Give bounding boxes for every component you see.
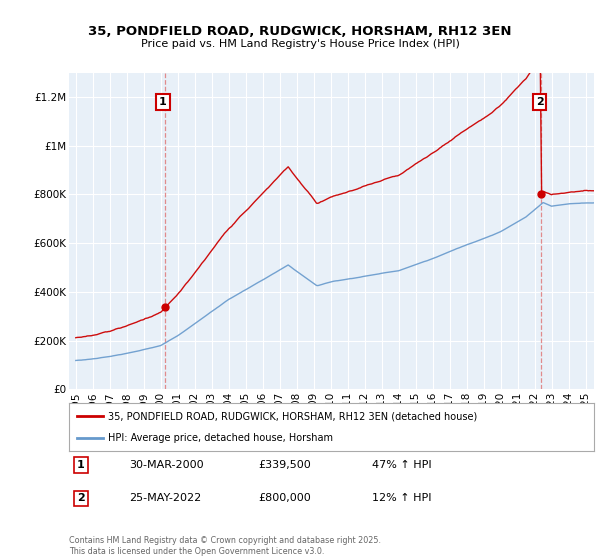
Text: HPI: Average price, detached house, Horsham: HPI: Average price, detached house, Hors… xyxy=(109,433,334,443)
Text: 1: 1 xyxy=(159,97,167,107)
Text: 35, PONDFIELD ROAD, RUDGWICK, HORSHAM, RH12 3EN: 35, PONDFIELD ROAD, RUDGWICK, HORSHAM, R… xyxy=(88,25,512,38)
Text: 12% ↑ HPI: 12% ↑ HPI xyxy=(372,493,431,503)
Text: 2: 2 xyxy=(536,97,544,107)
Text: £800,000: £800,000 xyxy=(258,493,311,503)
Text: 47% ↑ HPI: 47% ↑ HPI xyxy=(372,460,431,470)
Text: 25-MAY-2022: 25-MAY-2022 xyxy=(129,493,201,503)
Text: 1: 1 xyxy=(77,460,85,470)
Text: 2: 2 xyxy=(77,493,85,503)
Text: 35, PONDFIELD ROAD, RUDGWICK, HORSHAM, RH12 3EN (detached house): 35, PONDFIELD ROAD, RUDGWICK, HORSHAM, R… xyxy=(109,411,478,421)
Text: Price paid vs. HM Land Registry's House Price Index (HPI): Price paid vs. HM Land Registry's House … xyxy=(140,39,460,49)
Text: 30-MAR-2000: 30-MAR-2000 xyxy=(129,460,203,470)
Text: £339,500: £339,500 xyxy=(258,460,311,470)
Text: Contains HM Land Registry data © Crown copyright and database right 2025.
This d: Contains HM Land Registry data © Crown c… xyxy=(69,536,381,556)
